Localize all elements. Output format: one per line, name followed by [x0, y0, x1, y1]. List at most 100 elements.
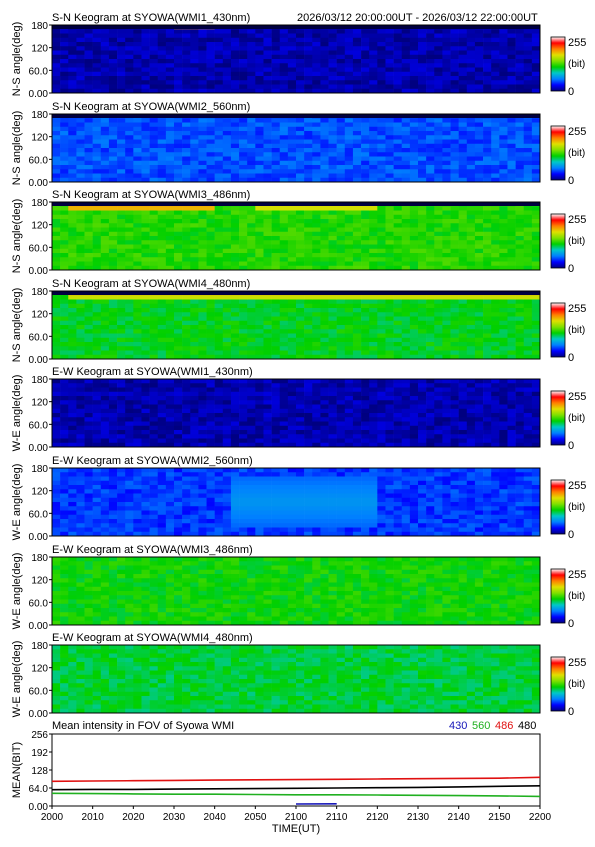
heatmap-cell	[499, 321, 507, 326]
heatmap-cell	[524, 312, 532, 317]
heatmap-cell	[52, 169, 60, 174]
heatmap-cell	[52, 383, 60, 388]
heatmap-cell	[410, 68, 418, 73]
heatmap-cell	[85, 409, 93, 414]
heatmap-cell	[117, 228, 125, 233]
heatmap-cell	[255, 140, 263, 145]
heatmap-cell	[255, 29, 263, 34]
heatmap-cell	[93, 417, 101, 422]
heatmap-cell	[117, 236, 125, 241]
heatmap-cell	[516, 257, 524, 262]
heatmap-cell	[166, 206, 174, 211]
heatmap-cell	[499, 413, 507, 418]
heatmap-cell	[182, 38, 190, 43]
heatmap-cell	[524, 383, 532, 388]
heatmap-cell	[272, 206, 280, 211]
heatmap-cell	[52, 392, 60, 397]
heatmap-cell	[182, 392, 190, 397]
heatmap-cell	[475, 329, 483, 334]
heatmap-cell	[117, 388, 125, 393]
heatmap-cell	[491, 34, 499, 39]
heatmap-cell	[296, 165, 304, 170]
heatmap-cell	[255, 308, 263, 313]
heatmap-cell	[394, 76, 402, 81]
heatmap-cell	[337, 215, 345, 220]
heatmap-cell	[125, 253, 133, 258]
heatmap-cell	[85, 494, 93, 499]
heatmap-cell	[507, 157, 515, 162]
heatmap-cell	[442, 405, 450, 410]
heatmap-cell	[288, 388, 296, 393]
heatmap-cell	[304, 304, 312, 309]
heatmap-cell	[174, 321, 182, 326]
heatmap-cell	[353, 329, 361, 334]
heatmap-cell	[85, 346, 93, 351]
heatmap-cell	[394, 400, 402, 405]
heatmap-cell	[377, 329, 385, 334]
y-tick-label: 180	[31, 287, 48, 298]
heatmap-cell	[93, 325, 101, 330]
heatmap-cell	[418, 46, 426, 51]
heatmap-cell	[68, 85, 76, 90]
heatmap-cell	[190, 253, 198, 258]
heatmap-cell	[76, 502, 84, 507]
heatmap-cell	[133, 51, 141, 56]
heatmap-cell	[239, 148, 247, 153]
heatmap-cell	[239, 300, 247, 305]
heatmap-cell	[426, 55, 434, 60]
heatmap-cell	[85, 388, 93, 393]
heatmap-cell	[76, 240, 84, 245]
heatmap-cell	[60, 400, 68, 405]
heatmap-cell	[215, 338, 223, 343]
heatmap-cell	[117, 321, 125, 326]
heatmap-cell	[239, 342, 247, 347]
heatmap-cell	[369, 34, 377, 39]
heatmap-cell	[337, 223, 345, 228]
heatmap-cell	[239, 211, 247, 216]
heatmap-cell	[125, 232, 133, 237]
heatmap-cell	[263, 140, 271, 145]
heatmap-cell	[385, 34, 393, 39]
heatmap-cell	[158, 329, 166, 334]
heatmap-cell	[426, 240, 434, 245]
heatmap-cell	[76, 295, 84, 300]
heatmap-cell	[280, 135, 288, 140]
heatmap-cell	[133, 140, 141, 145]
heatmap-cell	[524, 72, 532, 77]
heatmap-cell	[426, 338, 434, 343]
heatmap-cell	[52, 257, 60, 262]
heatmap-cell	[402, 169, 410, 174]
heatmap-cell	[451, 29, 459, 34]
heatmap-cell	[507, 169, 515, 174]
heatmap-cell	[52, 506, 60, 511]
heatmap-cell	[345, 76, 353, 81]
heatmap-cell	[304, 439, 312, 444]
heatmap-cell	[475, 38, 483, 43]
heatmap-cell	[507, 405, 515, 410]
heatmap-cell	[524, 379, 532, 384]
heatmap-cell	[361, 308, 369, 313]
heatmap-cell	[483, 59, 491, 64]
heatmap-cell	[263, 400, 271, 405]
heatmap-cell	[231, 144, 239, 149]
colorbar-max-label: 255	[568, 391, 586, 403]
heatmap-cell	[101, 68, 109, 73]
heatmap-cell	[125, 152, 133, 157]
heatmap-cell	[101, 262, 109, 267]
heatmap-cell	[532, 329, 540, 334]
heatmap-cell	[361, 400, 369, 405]
heatmap-cell	[272, 329, 280, 334]
heatmap-cell	[483, 240, 491, 245]
heatmap-cell	[150, 123, 158, 128]
heatmap-cell	[60, 257, 68, 262]
heatmap-cell	[166, 417, 174, 422]
heatmap-cell	[93, 388, 101, 393]
heatmap-cell	[312, 211, 320, 216]
heatmap-cell	[85, 148, 93, 153]
heatmap-cell	[166, 346, 174, 351]
heatmap-cell	[272, 409, 280, 414]
heatmap-cell	[133, 55, 141, 60]
heatmap-cell	[434, 240, 442, 245]
heatmap-cell	[418, 396, 426, 401]
heatmap-cell	[361, 63, 369, 68]
